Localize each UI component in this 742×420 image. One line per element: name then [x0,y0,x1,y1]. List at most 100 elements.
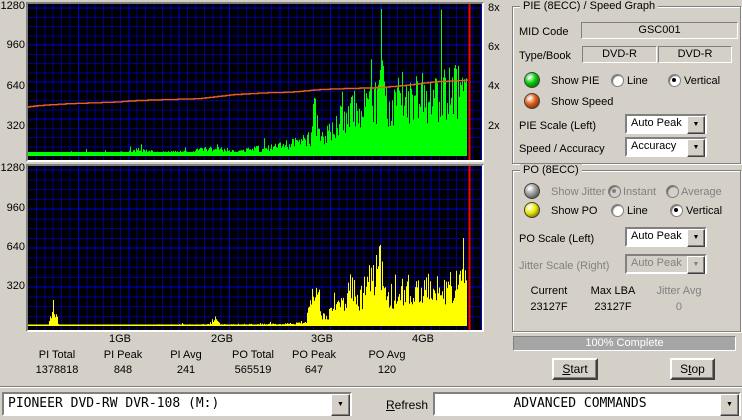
stat-po-total-value: 565519 [234,364,272,376]
current-label: Current [530,285,568,297]
jitter-scale-dropdown-arrow-icon: ▼ [687,256,705,274]
current-value: 23127F [530,301,568,313]
show-speed-label: Show Speed [551,96,614,108]
bottom-separator [0,386,742,388]
drive-dropdown-arrow-icon[interactable]: ▼ [331,394,350,416]
po-y-tick-960: 960 [6,202,25,214]
po-vertical-radio[interactable] [670,204,683,217]
show-po-label: Show PO [551,205,598,217]
po-scale-value: Auto Peak [631,230,682,242]
pie-y-tick-640: 640 [6,80,25,92]
show-pie-led-button[interactable] [524,72,540,88]
stat-pi-peak: PI Peak 848 [104,349,143,376]
stat-po-peak-value: 647 [304,364,324,376]
mid-code-field: GSC001 [581,22,738,39]
pie-y-tick-320: 320 [6,120,25,132]
po-scale-dropdown-arrow-icon[interactable]: ▼ [687,229,705,247]
stat-pi-peak-value: 848 [113,364,133,376]
refresh-button[interactable]: Refresh [386,398,429,412]
pie-scale-value: Auto Peak [631,117,682,129]
jitter-average-radio [666,185,679,198]
mid-code-label: MID Code [519,26,569,38]
jitter-instant-label: Instant [623,186,657,198]
stat-pi-avg-value: 241 [176,364,196,376]
stat-po-total: PO Total 565519 [232,349,274,376]
jitter-scale-label: Jitter Scale (Right) [519,260,610,272]
type-field: DVD-R [582,46,657,63]
speed-accuracy-value: Accuracy [631,140,677,152]
max-lba: Max LBA 23127F [591,285,636,313]
pie-speed-graph [26,2,484,162]
speed-accuracy-label: Speed / Accuracy [519,143,605,155]
pie-panel-title: PIE (8ECC) / Speed Graph [520,0,659,12]
po-scale-select[interactable]: Auto Peak ▼ [625,227,707,247]
speed-tick-4x: 4x [488,80,500,92]
stat-pi-total: PI Total 1378818 [36,349,79,376]
po-line-radio[interactable] [611,204,624,217]
jitter-scale-value: Auto Peak [631,257,682,269]
show-jitter-label: Show Jitter [551,186,606,198]
show-speed-led-button[interactable] [524,93,540,109]
speed-tick-6x: 6x [488,41,500,53]
advanced-commands-select[interactable]: ADVANCED COMMANDS ▼ [433,392,741,416]
po-panel-title: PO (8ECC) [520,164,582,176]
po-panel: PO (8ECC) [512,164,741,332]
speed-accuracy-select[interactable]: Accuracy ▼ [625,137,707,157]
show-po-led-button[interactable] [524,202,540,218]
x-tick-4gb: 4GB [411,333,435,345]
stat-po-total-label: PO Total [232,349,274,361]
stat-po-avg-label: PO Avg [368,349,406,361]
jitter-avg-label: Jitter Avg [656,285,702,297]
stat-po-avg-value: 120 [377,364,397,376]
stat-po-peak: PO Peak 647 [292,349,336,376]
stat-pi-total-label: PI Total [38,349,76,361]
x-tick-3gb: 3GB [310,333,334,345]
show-pie-label: Show PIE [551,75,600,87]
advanced-commands-dropdown-arrow-icon[interactable]: ▼ [720,394,739,416]
pie-line-radio[interactable] [611,74,624,87]
start-button[interactable]: Start [552,358,598,380]
pie-y-tick-1280: 1280 [0,0,25,12]
po-y-tick-320: 320 [6,280,25,292]
jitter-avg: Jitter Avg 0 [656,285,701,313]
progress-bar: 100% Complete [513,336,736,351]
pie-vertical-radio[interactable] [668,74,681,87]
stop-button[interactable]: Stop [670,358,715,380]
pie-graph-canvas [26,4,483,160]
stat-po-peak-label: PO Peak [291,349,337,361]
speed-tick-8x: 8x [488,2,500,14]
pie-y-tick-960: 960 [6,39,25,51]
jitter-instant-radio [608,185,621,198]
po-y-tick-1280: 1280 [0,162,25,174]
po-scale-label: PO Scale (Left) [519,233,595,245]
drive-select[interactable]: PIONEER DVD-RW DVR-108 (M:) ▼ [2,392,352,416]
pie-line-label: Line [627,75,648,87]
drive-select-value: PIONEER DVD-RW DVR-108 (M:) [8,396,220,411]
max-lba-value: 23127F [594,301,632,313]
speed-accuracy-dropdown-arrow-icon[interactable]: ▼ [687,139,705,157]
po-graph-canvas [28,166,483,330]
x-tick-1gb: 1GB [108,333,132,345]
po-graph [26,164,484,332]
pie-vertical-label: Vertical [684,75,721,87]
type-book-label: Type/Book [519,50,571,62]
pie-scale-select[interactable]: Auto Peak ▼ [625,114,707,134]
book-field: DVD-R [658,46,732,63]
stat-pi-peak-label: PI Peak [103,349,143,361]
pie-scale-dropdown-arrow-icon[interactable]: ▼ [687,116,705,134]
po-vertical-label: Vertical [686,205,723,217]
show-jitter-led-button [524,183,540,199]
advanced-commands-value: ADVANCED COMMANDS [513,396,647,411]
po-y-tick-640: 640 [6,241,25,253]
jitter-avg-value: 0 [675,301,683,313]
po-line-label: Line [627,205,648,217]
pie-panel: PIE (8ECC) / Speed Graph [512,0,741,164]
speed-tick-2x: 2x [488,120,500,132]
stat-pi-avg-label: PI Avg [170,349,202,361]
jitter-average-label: Average [681,186,722,198]
stat-pi-avg: PI Avg 241 [170,349,202,376]
stat-pi-total-value: 1378818 [35,364,79,376]
jitter-scale-select: Auto Peak ▼ [625,254,707,274]
max-lba-label: Max LBA [590,285,636,297]
